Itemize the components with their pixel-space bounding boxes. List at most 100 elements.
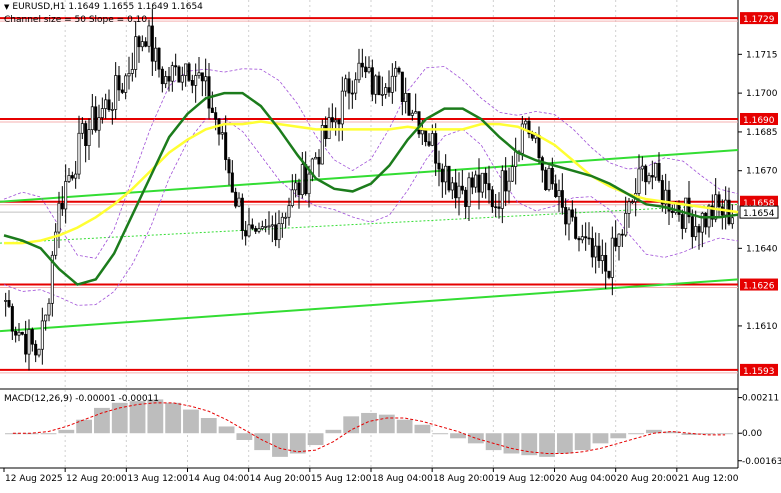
price-tick-label: 1.1670 — [746, 167, 778, 177]
candle-body — [640, 165, 644, 170]
candle-body — [384, 87, 388, 95]
candle-body — [97, 117, 101, 131]
candle-body — [197, 72, 201, 76]
candle-body — [437, 162, 441, 170]
candle-body — [274, 224, 278, 241]
candle-body — [210, 107, 214, 113]
candle-body — [630, 201, 634, 204]
macd-histogram-bar — [539, 433, 555, 457]
candle-body — [614, 237, 618, 247]
candle-body — [694, 226, 698, 238]
macd-histogram-bar — [414, 424, 431, 434]
candle-body — [470, 177, 474, 188]
macd-histogram-bar — [40, 433, 57, 435]
candle-body — [510, 166, 514, 182]
macd-histogram-bar — [574, 433, 591, 451]
macd-histogram-bar — [663, 431, 680, 434]
candle-body — [324, 125, 328, 140]
candle-body — [544, 169, 548, 190]
candle-body — [537, 134, 541, 158]
macd-histogram-bar — [628, 433, 644, 435]
macd-histogram-bar — [396, 419, 413, 434]
macd-histogram-bar — [165, 402, 182, 434]
candle-body — [114, 75, 118, 110]
candle-body — [334, 119, 338, 123]
current-price-tag — [739, 205, 779, 219]
macd-histogram-bar — [521, 433, 538, 456]
candle-body — [730, 217, 734, 225]
time-tick-label: 12 Aug 2025 — [5, 474, 63, 484]
channel-upper-line — [0, 149, 739, 203]
candle-body — [547, 167, 551, 190]
candle-body — [297, 182, 301, 196]
candle-body — [360, 62, 364, 68]
candle-body — [387, 87, 391, 93]
candle-body — [464, 189, 468, 207]
candle-body — [54, 231, 58, 256]
candle-body — [584, 236, 588, 239]
candle-body — [444, 165, 448, 183]
candle-body — [244, 230, 248, 237]
candle-body — [344, 78, 348, 92]
vertical-gridlines — [64, 0, 678, 468]
candle-body — [400, 71, 404, 102]
candle-body — [14, 330, 18, 336]
candle-body — [374, 75, 378, 95]
candle-body — [267, 225, 271, 228]
candle-body — [420, 129, 424, 135]
candle-body — [430, 133, 434, 146]
candle-body — [410, 112, 414, 116]
level-price-tag — [740, 195, 778, 208]
candle-body — [460, 185, 464, 191]
candle-body — [24, 333, 28, 355]
candle-body — [187, 63, 191, 81]
macd-histogram-bar — [450, 433, 466, 439]
candle-body — [357, 62, 361, 81]
candle-body — [484, 172, 488, 184]
candle-body — [407, 92, 411, 116]
candle-body — [277, 223, 281, 241]
collapse-arrow-icon[interactable]: ▼ — [4, 3, 10, 11]
candle-body — [487, 183, 491, 191]
candle-body — [340, 90, 344, 125]
candle-body — [664, 189, 668, 205]
macd-histogram-bar — [485, 433, 502, 451]
level-price-label: 1.1593 — [743, 367, 775, 377]
candle-body — [354, 79, 358, 94]
candle-body — [380, 94, 384, 96]
candle-body — [37, 348, 41, 356]
candle-body — [404, 92, 408, 102]
candle-body — [594, 245, 598, 258]
macd-histogram-bar — [717, 433, 733, 435]
candle-body — [617, 233, 621, 247]
candle-body — [654, 162, 658, 178]
candle-body — [160, 68, 164, 85]
candle-body — [700, 212, 704, 233]
candle-body — [417, 111, 421, 135]
candle-body — [127, 73, 131, 77]
regression-channel — [0, 149, 739, 333]
macd-histogram-bar — [699, 433, 716, 435]
candle-body — [300, 164, 304, 196]
level-price-label: 1.1729 — [743, 15, 775, 25]
candle-body — [260, 226, 264, 229]
candle-body — [457, 185, 461, 199]
candle-body — [304, 164, 308, 195]
candle-body — [610, 237, 614, 278]
macd-histogram-bar — [378, 414, 395, 434]
candle-body — [174, 65, 178, 68]
candle-body — [287, 205, 291, 218]
candle-body — [514, 151, 518, 167]
candle-body — [500, 170, 504, 209]
candle-body — [390, 75, 394, 93]
candle-body — [110, 109, 114, 111]
candle-body — [170, 65, 174, 82]
time-tick-label: 12 Aug 20:00 — [66, 474, 127, 484]
symbol-ohlc: EURUSD,H1 1.1649 1.1655 1.1649 1.1654 — [12, 2, 203, 12]
time-tick-label: 14 Aug 20:00 — [250, 474, 311, 484]
macd-histogram-bar — [307, 433, 324, 446]
candle-body — [167, 76, 171, 82]
candle-body — [557, 190, 561, 197]
